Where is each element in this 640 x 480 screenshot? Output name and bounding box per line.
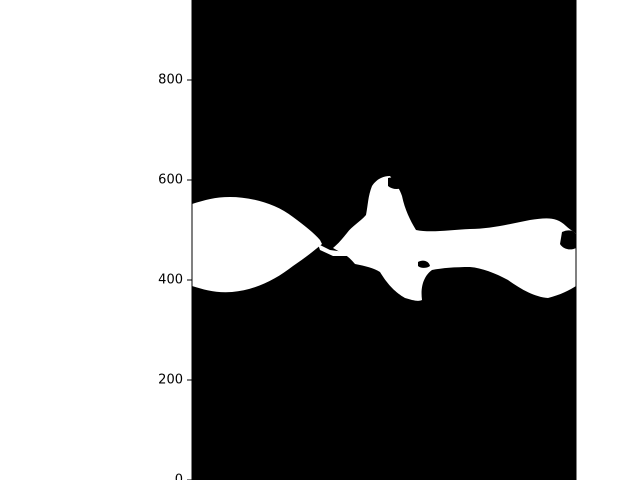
y-tick-label: 200 [158, 373, 183, 388]
mask-hole-right [560, 230, 576, 250]
mask-image [192, 0, 576, 480]
mask-region-left [192, 197, 322, 293]
y-tick-label: 600 [158, 173, 183, 188]
mask-region-neck [318, 244, 347, 256]
axes-frame [191, 0, 577, 480]
y-tick-label: 800 [158, 73, 183, 88]
mask-region-right [333, 176, 576, 301]
mask-hole-middle [418, 260, 430, 268]
mask-hole-ring [460, 210, 473, 222]
y-tick-label: 400 [158, 273, 183, 288]
y-tick-label: 0 [175, 473, 183, 480]
y-axis: 0 200 400 600 800 [158, 73, 192, 480]
mask-hole-top [388, 177, 404, 189]
